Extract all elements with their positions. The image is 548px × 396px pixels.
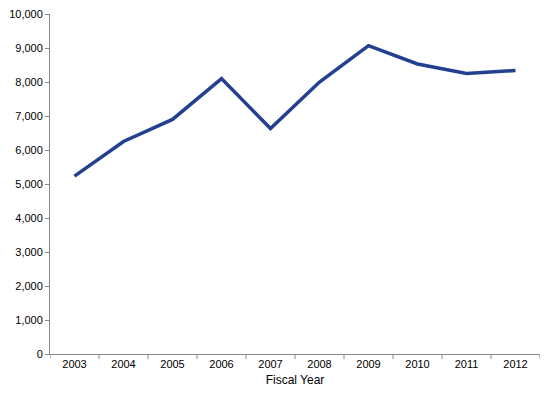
svg-text:2005: 2005 bbox=[160, 358, 184, 370]
svg-text:9,000: 9,000 bbox=[15, 42, 43, 54]
svg-text:4,000: 4,000 bbox=[15, 212, 43, 224]
svg-text:2,000: 2,000 bbox=[15, 280, 43, 292]
svg-text:2012: 2012 bbox=[503, 358, 527, 370]
svg-text:2004: 2004 bbox=[111, 358, 135, 370]
svg-text:6,000: 6,000 bbox=[15, 144, 43, 156]
svg-text:2007: 2007 bbox=[258, 358, 282, 370]
svg-text:2010: 2010 bbox=[405, 358, 429, 370]
svg-text:2009: 2009 bbox=[356, 358, 380, 370]
svg-text:0: 0 bbox=[37, 348, 43, 360]
svg-text:1,000: 1,000 bbox=[15, 314, 43, 326]
svg-text:Fiscal Year: Fiscal Year bbox=[266, 373, 325, 387]
svg-text:2003: 2003 bbox=[62, 358, 86, 370]
svg-text:7,000: 7,000 bbox=[15, 110, 43, 122]
svg-text:2006: 2006 bbox=[209, 358, 233, 370]
svg-text:10,000: 10,000 bbox=[9, 8, 43, 20]
svg-text:3,000: 3,000 bbox=[15, 246, 43, 258]
svg-text:8,000: 8,000 bbox=[15, 76, 43, 88]
svg-text:2008: 2008 bbox=[307, 358, 331, 370]
svg-text:5,000: 5,000 bbox=[15, 178, 43, 190]
svg-text:2011: 2011 bbox=[455, 358, 479, 370]
